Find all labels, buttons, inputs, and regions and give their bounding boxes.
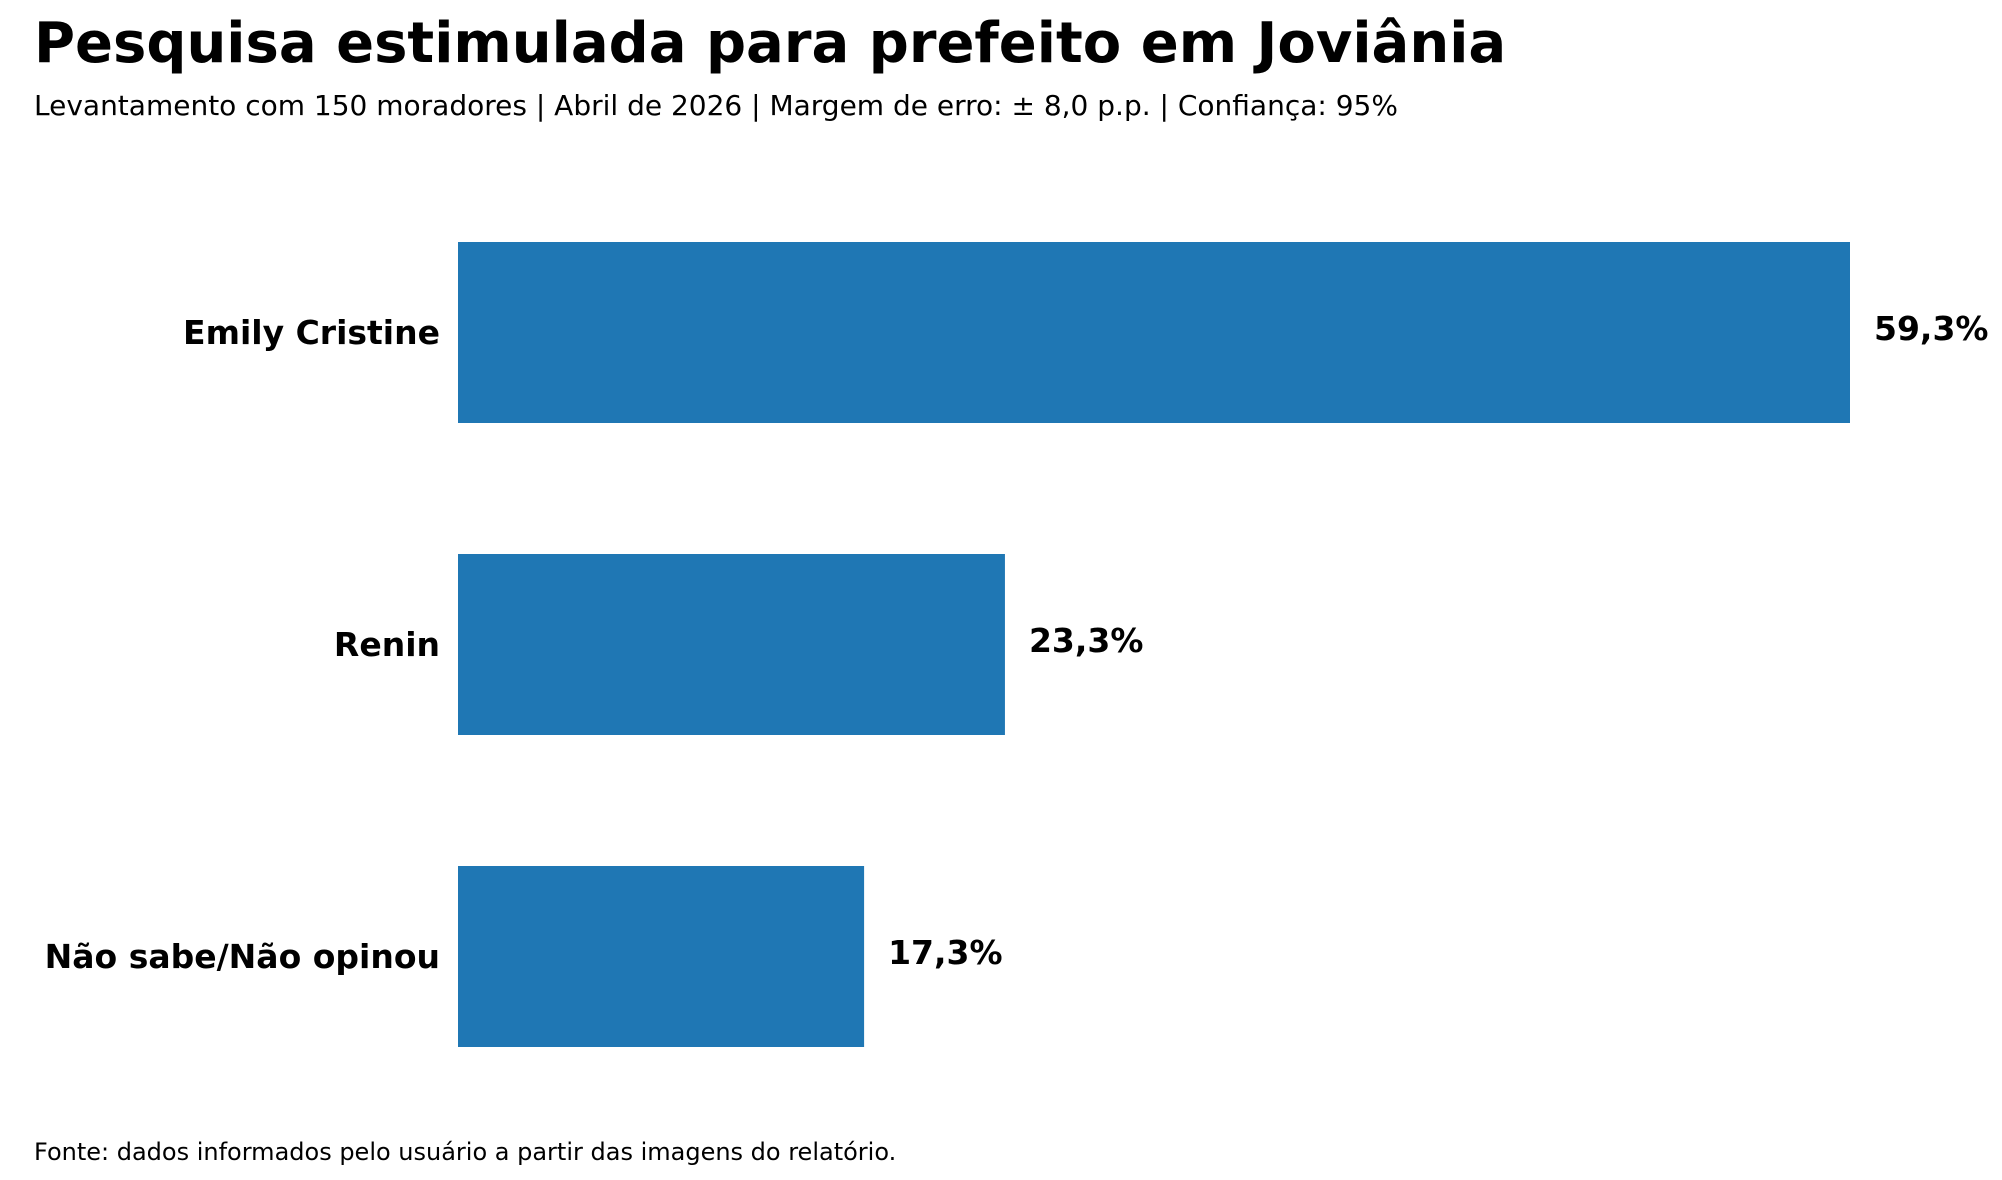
- category-label-emily-cristine: Emily Cristine: [183, 313, 440, 352]
- category-label-nao-sabe-nao-opinou: Não sabe/Não opinou: [45, 937, 440, 976]
- bar-emily-cristine: [458, 242, 1850, 423]
- bar-nao-sabe-nao-opinou: [458, 866, 865, 1047]
- category-label-renin: Renin: [334, 625, 440, 664]
- bar-renin: [458, 554, 1005, 735]
- chart-title: Pesquisa estimulada para prefeito em Jov…: [34, 11, 1507, 76]
- value-label-emily-cristine: 59,3%: [1874, 309, 1989, 348]
- value-label-nao-sabe-nao-opinou: 17,3%: [888, 933, 1003, 972]
- chart-source-note: Fonte: dados informados pelo usuário a p…: [34, 1138, 897, 1166]
- chart-subtitle: Levantamento com 150 moradores | Abril d…: [34, 89, 1398, 122]
- value-label-renin: 23,3%: [1029, 621, 1144, 660]
